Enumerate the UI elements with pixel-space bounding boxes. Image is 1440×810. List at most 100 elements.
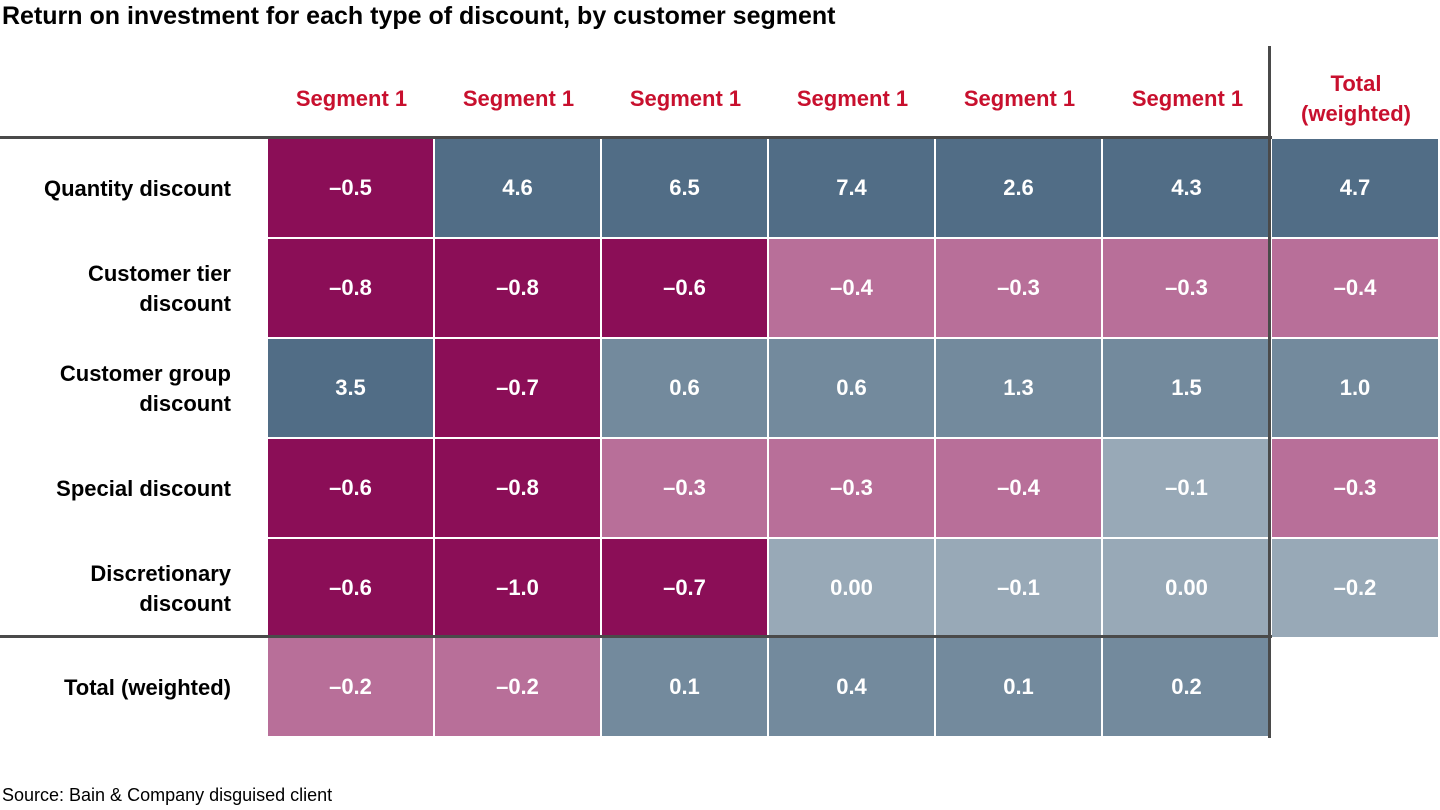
cell-value: 7.4 [836, 175, 867, 200]
table-cell: –0.6 [268, 439, 435, 539]
cell-value: 3.5 [335, 375, 366, 400]
table-cell: 4.6 [435, 139, 602, 239]
table-cell: –0.3 [1103, 239, 1272, 339]
table-cell: –0.8 [435, 239, 602, 339]
cell-value: –0.4 [1333, 275, 1377, 300]
cell-value: –0.6 [329, 475, 372, 500]
table-cell: 6.5 [602, 139, 769, 239]
table-cell: 1.0 [1272, 339, 1440, 439]
row-header: Special discount [56, 476, 231, 501]
column-header-segment: Segment 1 [963, 86, 1076, 111]
column-header-segment: Segment 1 [462, 86, 575, 111]
table-cell: 0.00 [769, 539, 936, 639]
cell-value: –0.2 [496, 674, 539, 699]
header-divider-line [0, 136, 1272, 139]
cell-value: 1.0 [1339, 375, 1371, 400]
cell-value: –0.7 [663, 575, 706, 600]
cell-value: –0.6 [329, 575, 372, 600]
table-cell: 3.5 [268, 339, 435, 439]
table-cell: 0.6 [769, 339, 936, 439]
cell-value: –1.0 [496, 575, 539, 600]
table-cell: –0.2 [268, 638, 435, 738]
cell-value: 0.6 [669, 375, 700, 400]
cell-value: –0.2 [1333, 575, 1377, 600]
row-header: Quantity discount [44, 176, 231, 201]
cell-value: 0.4 [836, 674, 867, 699]
cell-value: –0.3 [830, 475, 873, 500]
table-cell: –0.6 [268, 539, 435, 639]
cell-value: –0.3 [1333, 475, 1377, 500]
row-header: Customer group discount [59, 361, 231, 416]
table-cell: 4.7 [1272, 139, 1440, 239]
cell-value: 0.00 [830, 575, 873, 600]
table-cell: 0.1 [936, 638, 1103, 738]
table-cell: 1.5 [1103, 339, 1272, 439]
total-column-divider-line [1268, 46, 1271, 738]
table-cell: –0.8 [435, 439, 602, 539]
table-cell: –0.5 [268, 139, 435, 239]
cell-value: –0.4 [997, 475, 1040, 500]
total-row-divider-line [0, 635, 1272, 638]
table-cell: –0.2 [1272, 539, 1440, 639]
column-header-segment: Segment 1 [796, 86, 909, 111]
cell-value: –0.2 [329, 674, 372, 699]
cell-value: 4.3 [1171, 175, 1202, 200]
table-cell: –0.1 [936, 539, 1103, 639]
cell-value: 0.1 [669, 674, 700, 699]
table-cell: 0.00 [1103, 539, 1272, 639]
cell-value: –0.1 [1165, 475, 1208, 500]
table-cell: –0.4 [769, 239, 936, 339]
column-header-segment: Segment 1 [629, 86, 742, 111]
cell-value: –0.3 [1165, 275, 1208, 300]
row-header: Discretionary discount [90, 561, 231, 616]
table-cell: –0.3 [602, 439, 769, 539]
cell-value: –0.5 [329, 175, 372, 200]
table-cell: –0.6 [602, 239, 769, 339]
table-cell: –0.3 [769, 439, 936, 539]
cell-value: –0.8 [496, 275, 539, 300]
cell-value: 1.5 [1171, 375, 1202, 400]
cell-value: 1.3 [1003, 375, 1034, 400]
cell-value: –0.7 [496, 375, 539, 400]
cell-value: 4.7 [1339, 175, 1371, 200]
table-cell: –0.7 [602, 539, 769, 639]
table-cell: –0.1 [1103, 439, 1272, 539]
cell-value: 0.2 [1171, 674, 1202, 699]
column-header-segment: Segment 1 [1131, 86, 1244, 111]
chart-title: Return on investment for each type of di… [2, 2, 836, 30]
table-cell: –0.3 [936, 239, 1103, 339]
table-cell: 0.2 [1103, 638, 1272, 738]
cell-value: –0.6 [663, 275, 706, 300]
cell-value: –0.4 [830, 275, 873, 300]
cell-value: 0.6 [836, 375, 867, 400]
cell-value: –0.3 [663, 475, 706, 500]
source-note: Source: Bain & Company disguised client [2, 785, 333, 805]
table-cell: 0.4 [769, 638, 936, 738]
table-cell: –0.3 [1272, 439, 1440, 539]
table-cell: –0.7 [435, 339, 602, 439]
cell-value: 0.00 [1165, 575, 1208, 600]
cell-value: 2.6 [1003, 175, 1034, 200]
table-cell: –0.2 [435, 638, 602, 738]
cell-value: 6.5 [669, 175, 700, 200]
cell-value: –0.1 [997, 575, 1040, 600]
table-cell: 4.3 [1103, 139, 1272, 239]
table-cell: 2.6 [936, 139, 1103, 239]
table-cell: 1.3 [936, 339, 1103, 439]
cell-value: 0.1 [1003, 674, 1034, 699]
cell-value: –0.8 [329, 275, 372, 300]
table-cell: 7.4 [769, 139, 936, 239]
table-cell: –0.4 [1272, 239, 1440, 339]
cell-value: –0.8 [496, 475, 539, 500]
table-cell: 0.1 [602, 638, 769, 738]
table-cell: –1.0 [435, 539, 602, 639]
column-header-total: Total (weighted) [1301, 71, 1411, 126]
column-header-segment: Segment 1 [295, 86, 408, 111]
cell-value: –0.3 [997, 275, 1040, 300]
cell-value: 4.6 [502, 175, 533, 200]
table-cell: 0.6 [602, 339, 769, 439]
table-cell: –0.8 [268, 239, 435, 339]
row-header: Customer tier discount [87, 261, 231, 316]
table-cell: –0.4 [936, 439, 1103, 539]
row-header: Total (weighted) [63, 675, 231, 700]
